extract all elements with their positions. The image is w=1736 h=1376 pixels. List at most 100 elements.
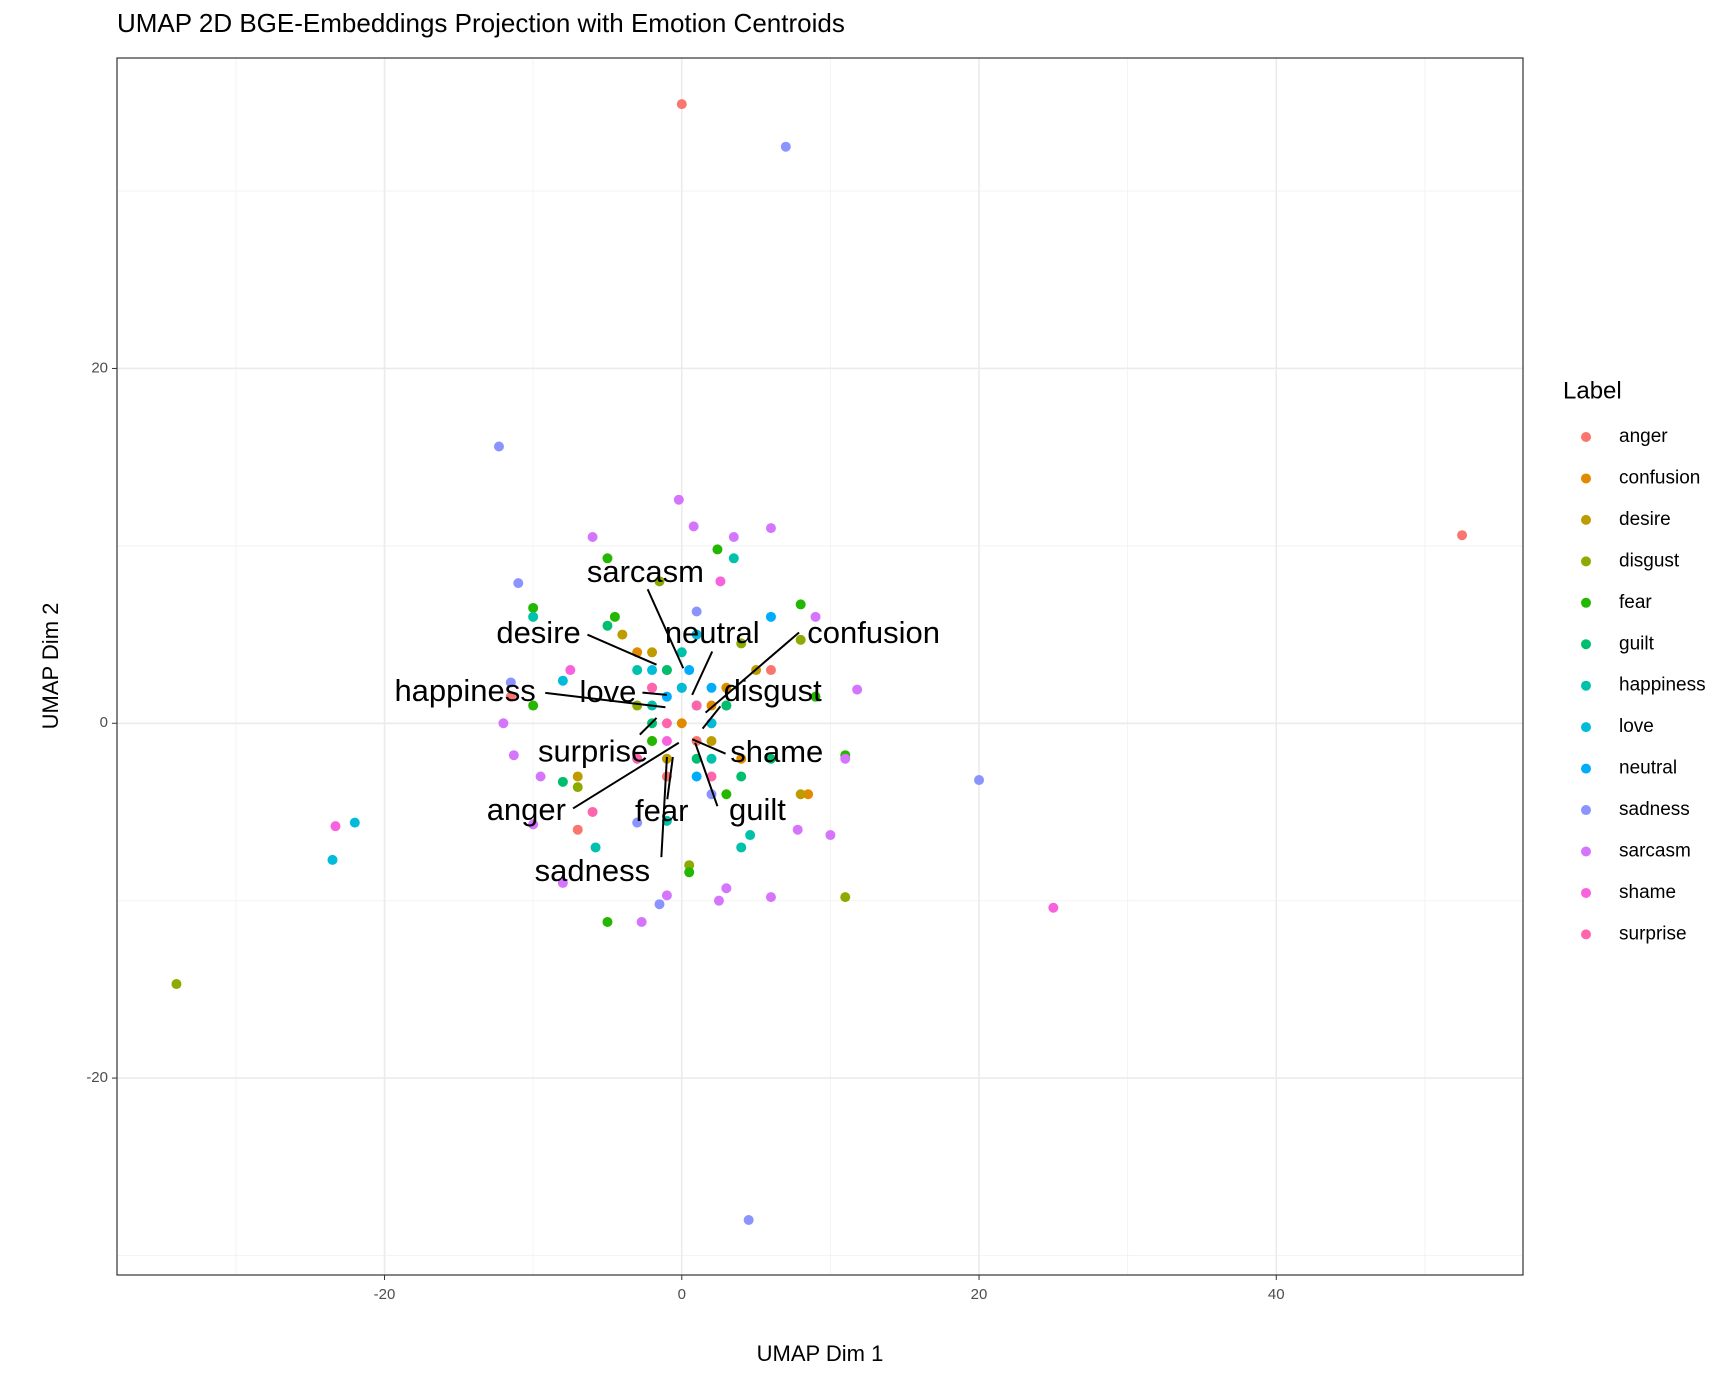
point <box>840 892 851 903</box>
point <box>632 753 643 764</box>
point <box>654 899 665 910</box>
centroid-segment <box>642 691 668 696</box>
point <box>647 665 658 676</box>
legend-swatch <box>1581 432 1591 442</box>
legend-label: fear <box>1619 592 1652 613</box>
centroid-segment <box>701 705 722 730</box>
legend-label: love <box>1619 716 1654 737</box>
point <box>684 860 695 871</box>
x-tick-label: 20 <box>971 1286 988 1303</box>
point <box>661 736 672 747</box>
point <box>602 916 613 927</box>
point <box>736 753 747 764</box>
point <box>706 753 717 764</box>
point <box>654 576 665 587</box>
legend-label: confusion <box>1619 467 1700 488</box>
point <box>1457 530 1468 541</box>
point <box>736 842 747 853</box>
point <box>505 691 516 702</box>
centroid-label: disgust <box>724 673 823 708</box>
point <box>590 842 601 853</box>
centroid-segment <box>572 741 680 810</box>
point <box>721 700 732 711</box>
point <box>647 647 658 658</box>
centroid-segment <box>704 631 800 714</box>
point <box>171 979 182 990</box>
point <box>691 700 702 711</box>
point <box>780 141 791 152</box>
point <box>684 665 695 676</box>
centroid-segment <box>639 717 658 736</box>
legend-label: sarcasm <box>1619 841 1691 862</box>
point <box>505 677 516 688</box>
point <box>528 611 539 622</box>
point <box>565 665 576 676</box>
x-axis-title: UMAP Dim 1 <box>757 1341 884 1366</box>
point <box>712 544 723 555</box>
legend-swatch <box>1581 929 1591 940</box>
point <box>572 771 583 782</box>
centroid-label: desire <box>496 615 580 650</box>
legend-swatch <box>1581 514 1591 525</box>
point <box>327 854 338 865</box>
point <box>676 682 687 693</box>
point <box>765 892 776 903</box>
point <box>795 634 806 645</box>
point <box>535 771 546 782</box>
point <box>706 771 717 782</box>
point <box>528 700 539 711</box>
legend-swatch <box>1581 597 1591 608</box>
centroid-segment <box>691 651 714 696</box>
legend-label: sadness <box>1619 799 1690 820</box>
point <box>557 776 568 787</box>
legend-label: disgust <box>1619 550 1680 571</box>
chart-title: UMAP 2D BGE-Embeddings Projection with E… <box>117 8 845 38</box>
point <box>691 606 702 617</box>
point <box>706 700 717 711</box>
legend-label: happiness <box>1619 675 1706 696</box>
point <box>706 736 717 747</box>
point <box>691 629 702 640</box>
point <box>728 531 739 542</box>
point <box>602 553 613 564</box>
legend-label: desire <box>1619 509 1671 530</box>
point <box>792 824 803 835</box>
point <box>636 916 647 927</box>
point <box>661 691 672 702</box>
point <box>676 99 687 110</box>
point <box>852 684 863 695</box>
point <box>661 890 672 901</box>
y-tick-label: 0 <box>100 714 108 731</box>
legend-label: anger <box>1619 426 1668 447</box>
point <box>721 883 732 894</box>
centroid-segment <box>646 588 685 669</box>
x-tick-label: -20 <box>374 1286 396 1303</box>
point <box>765 753 776 764</box>
y-axis-title: UMAP Dim 2 <box>38 603 63 730</box>
centroid-segment <box>666 756 674 800</box>
point <box>765 665 776 676</box>
point <box>609 611 620 622</box>
point <box>721 789 732 800</box>
legend-swatch <box>1581 722 1591 733</box>
point <box>736 771 747 782</box>
centroid-segment <box>587 633 657 666</box>
point <box>673 494 684 505</box>
point <box>803 789 814 800</box>
legend-swatch <box>1581 639 1591 650</box>
point <box>587 806 598 817</box>
point <box>557 675 568 686</box>
point <box>706 682 717 693</box>
x-tick-label: 40 <box>1268 1286 1285 1303</box>
point <box>715 576 726 587</box>
point <box>728 553 739 564</box>
centroid-label: sadness <box>535 853 650 888</box>
plot-border <box>116 57 1524 1276</box>
point <box>795 599 806 610</box>
centroid-label: love <box>579 674 636 709</box>
legend-swatch <box>1581 887 1591 898</box>
centroid-segment <box>694 742 719 807</box>
point <box>602 620 613 631</box>
legend-label: neutral <box>1619 758 1677 779</box>
point <box>661 718 672 729</box>
